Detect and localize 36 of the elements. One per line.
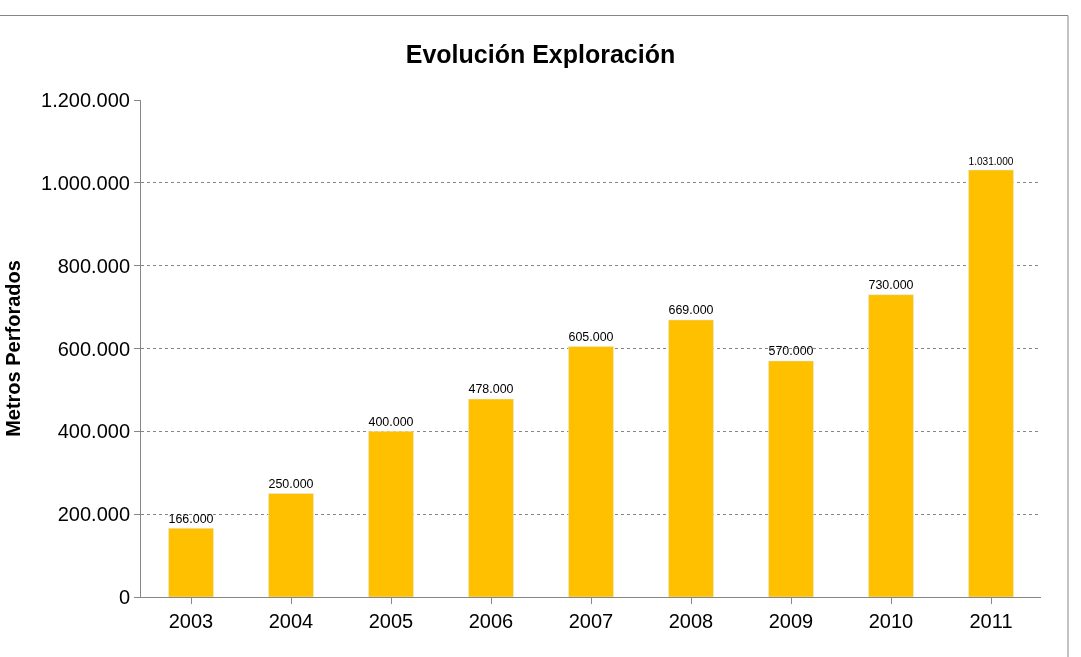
- x-tick-label: 2006: [468, 610, 514, 632]
- bar: [668, 319, 714, 597]
- x-tick-label: 2003: [168, 610, 214, 632]
- y-tick-label: 200.000: [57, 503, 130, 526]
- x-tick-label: 2009: [768, 610, 814, 632]
- y-tick-label: 1.000.000: [41, 171, 130, 194]
- bar: [368, 431, 414, 597]
- bar: [868, 294, 914, 597]
- data-label: 166.000: [168, 511, 214, 526]
- data-label: 730.000: [868, 278, 914, 293]
- y-tick-label: 800.000: [57, 254, 130, 277]
- data-label: 605.000: [568, 329, 614, 344]
- y-tick-label: 1.200.000: [41, 89, 130, 111]
- bar: [468, 398, 514, 597]
- data-label: 400.000: [368, 414, 414, 429]
- x-tick-label: 2005: [368, 610, 414, 632]
- x-tick-label: 2010: [868, 610, 914, 632]
- y-tick-label: 600.000: [57, 337, 130, 360]
- x-tick-label: 2004: [268, 610, 314, 632]
- bar: [268, 493, 314, 597]
- chart-title: Evolución Exploración: [405, 40, 676, 69]
- y-tick-label: 0: [118, 586, 130, 608]
- bar: [568, 346, 614, 597]
- x-tick-label: 2011: [969, 610, 1013, 632]
- y-axis-title: Metros Perforados: [1, 260, 24, 437]
- x-tick-label: 2007: [568, 610, 614, 632]
- bar: [968, 169, 1014, 597]
- data-label: 1.031.000: [968, 155, 1014, 167]
- bar: [768, 360, 814, 597]
- bar: [168, 528, 214, 597]
- data-label: 478.000: [468, 382, 514, 397]
- y-tick-label: 400.000: [57, 420, 130, 443]
- x-tick-label: 2008: [668, 610, 714, 632]
- data-label: 570.000: [768, 344, 814, 359]
- data-label: 669.000: [668, 303, 714, 318]
- data-label: 250.000: [268, 476, 314, 491]
